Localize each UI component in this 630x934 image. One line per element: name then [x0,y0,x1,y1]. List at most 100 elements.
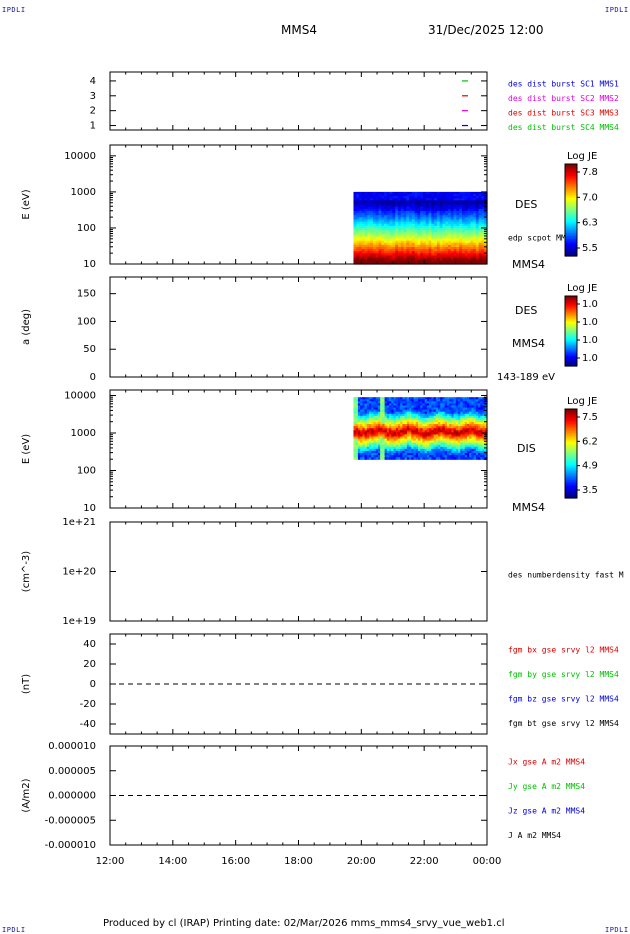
dis-spectrogram-cell [357,426,361,429]
des-spectrogram-cell [400,208,405,212]
des-spectrogram-cell [459,217,463,221]
des-spectrogram-cell [439,257,444,261]
des-spectrogram-cell [459,234,463,238]
des-spectrogram-cell [464,204,469,208]
des-spectrogram-cell [364,251,368,254]
dis-spectrogram-cell [462,430,466,433]
dis-spectrogram-cell [409,457,412,460]
dis-spectrogram-cell [440,421,444,425]
dis-spectrogram-cell [429,426,432,429]
des-spectrogram-cell [375,202,380,206]
dis-spectrogram-cell [382,440,386,444]
des-spectrogram-cell [403,198,407,201]
dis-spectrogram-cell [366,444,370,448]
des-spectrogram-cell [353,240,357,244]
dis-spectrogram-cell [464,411,468,415]
dis-spectrogram-cell [391,409,395,413]
des-spectrogram-cell [450,259,455,263]
des-spectrogram-cell [389,198,394,201]
des-spectrogram-cell [431,225,435,229]
des-spectrogram-cell [456,236,460,240]
des-spectrogram-cell [470,206,474,210]
dis-spectrogram-cell [422,419,426,423]
dis-spectrogram-cell [384,453,388,456]
dis-spectrogram-cell [366,413,370,417]
dis-spectrogram-cell [435,407,439,411]
des-spectrogram-cell [436,204,441,208]
des-spectrogram-cell [406,249,410,252]
des-spectrogram-cell [473,223,477,227]
dis-spectrogram-cell [355,413,359,417]
des-spectrogram-cell [411,200,416,204]
des-spectrogram-cell [389,244,394,248]
dis-spectrogram-cell [353,403,357,407]
dis-spectrogram-cell [466,424,470,427]
dis-spectrogram-cell [433,399,437,402]
des-spectrogram-cell [453,232,458,235]
des-spectrogram-cell [381,238,385,242]
dis-spectrogram-cell [453,457,457,460]
dis-spectrogram-cell [395,421,399,425]
dis-spectrogram-cell [480,403,484,407]
dis-spectrogram-cell [464,424,468,427]
dis-spectrogram-cell [369,438,372,442]
dis-spectrogram-cell [484,403,488,407]
dis-spectrogram-cell [444,421,448,425]
des-spectrogram-cell [445,215,449,218]
dis-spectrogram-cell [449,436,452,440]
dis-spectrogram-cell [426,405,430,409]
des-spectrogram-cell [375,204,380,208]
dis-spectrogram-cell [438,424,441,427]
dis-spectrogram-cell [391,407,395,411]
des-spectrogram-cell [431,191,435,195]
des-spectrogram-cell [484,219,488,223]
dis-spectrogram-cell [458,442,461,446]
des-spectrogram-cell [395,240,399,244]
y-tick-label: -0.000010 [45,840,96,851]
des-spectrogram-cell [478,191,483,195]
dis-spectrogram-cell [406,401,410,404]
dis-spectrogram-cell [406,411,410,415]
dis-spectrogram-cell [458,444,461,448]
des-spectrogram-cell [361,208,366,212]
dis-spectrogram-cell [418,455,421,458]
dis-spectrogram-cell [409,421,412,425]
dis-spectrogram-cell [353,442,357,446]
des-spectrogram-cell [386,227,391,231]
des-spectrogram-cell [414,234,419,238]
dis-spectrogram-cell [413,401,417,404]
des-spectrogram-cell [389,206,394,210]
des-spectrogram-cell [434,247,438,250]
dis-spectrogram-cell [357,440,361,444]
dis-spectrogram-cell [478,455,481,458]
des-spectrogram-cell [420,236,424,240]
dis-spectrogram-cell [473,419,477,423]
des-spectrogram-cell [473,242,477,246]
dis-spectrogram-cell [409,403,412,407]
des-spectrogram-cell [361,221,366,225]
des-spectrogram-cell [370,257,374,261]
dis-spectrogram-cell [466,436,470,440]
dis-spectrogram-cell [413,457,417,460]
dis-spectrogram-cell [386,444,390,448]
des-spectrogram-cell [361,200,366,204]
y-axis-label: E (eV) [21,189,32,219]
dis-spectrogram-cell [402,399,406,402]
des-spectrogram-cell [445,234,449,238]
dis-spectrogram-cell [380,421,384,425]
des-spectrogram-cell [367,202,371,206]
des-spectrogram-cell [445,194,449,197]
dis-spectrogram-cell [451,430,455,433]
dis-spectrogram-cell [371,417,375,421]
colorbar-cell [565,188,577,191]
dis-spectrogram-cell [360,415,363,419]
corner-mark: IPDLI [2,6,26,14]
dis-spectrogram-cell [480,409,484,413]
dis-spectrogram-cell [406,426,410,429]
des-spectrogram-cell [453,238,458,242]
dis-spectrogram-cell [484,397,488,400]
dis-spectrogram-cell [455,405,459,409]
dis-spectrogram-cell [413,444,417,448]
des-spectrogram-cell [420,257,424,261]
des-spectrogram-cell [364,204,368,208]
